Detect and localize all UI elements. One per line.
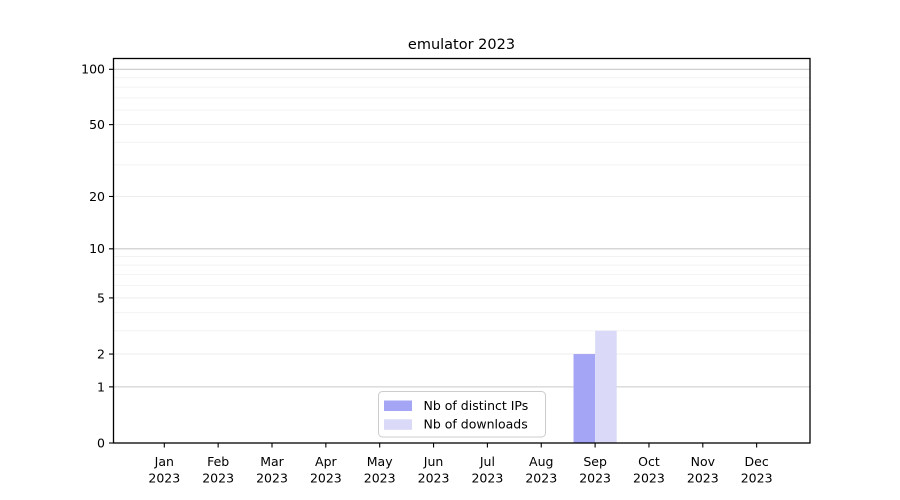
legend-box xyxy=(378,391,546,438)
y-tick-label-100: 100 xyxy=(81,62,105,77)
chart-title: emulator 2023 xyxy=(407,37,516,53)
x-tick-label-year-4: 2023 xyxy=(364,471,396,486)
bar-nb-of-downloads-sep-2023 xyxy=(595,330,617,443)
y-tick-label-10: 10 xyxy=(89,241,105,256)
x-tick-label-month-11: Dec xyxy=(745,454,769,469)
x-tick-label-month-6: Jul xyxy=(479,454,495,469)
bars xyxy=(573,330,617,443)
legend-label-1: Nb of downloads xyxy=(424,417,528,432)
x-tick-label-year-8: 2023 xyxy=(579,471,611,486)
legend-swatch-0 xyxy=(384,400,412,411)
y-tick-label-50: 50 xyxy=(89,117,105,132)
legend: Nb of distinct IPs Nb of downloads xyxy=(378,391,546,438)
y-tick-label-5: 5 xyxy=(97,290,105,305)
x-tick-label-month-0: Jan xyxy=(154,454,174,469)
plot-frame xyxy=(112,57,811,444)
y-tick-label-2: 2 xyxy=(97,346,105,361)
x-tick-label-month-4: May xyxy=(367,454,393,469)
axes: 0 1 2 5 10 20 50 100 Jan 2023 Feb 2023 Mar 2023 Apr 202… xyxy=(81,57,811,486)
x-tick-label-month-9: Oct xyxy=(638,454,660,469)
y-gridlines xyxy=(113,68,810,388)
x-tick-label-month-10: Nov xyxy=(691,454,716,469)
x-tick-label-month-7: Aug xyxy=(529,454,553,469)
legend-swatch-1 xyxy=(384,419,412,430)
x-tick-label-year-0: 2023 xyxy=(148,471,180,486)
y-tick-label-0: 0 xyxy=(97,435,105,450)
legend-label-0: Nb of distinct IPs xyxy=(424,398,529,413)
y-tick-label-20: 20 xyxy=(89,189,105,204)
x-tick-label-month-5: Jun xyxy=(423,454,444,469)
x-tick-label-year-6: 2023 xyxy=(471,471,503,486)
x-tick-label-month-2: Mar xyxy=(260,454,284,469)
x-tick-label-year-7: 2023 xyxy=(525,471,557,486)
x-tick-label-year-9: 2023 xyxy=(633,471,665,486)
x-tick-label-month-8: Sep xyxy=(583,454,607,469)
x-tick-label-year-2: 2023 xyxy=(256,471,288,486)
bar-nb-of-distinct-ips-sep-2023 xyxy=(573,354,596,443)
x-tick-label-year-5: 2023 xyxy=(418,471,450,486)
y-tick-label-1: 1 xyxy=(97,379,105,394)
x-tick-label-year-10: 2023 xyxy=(687,471,719,486)
x-tick-label-month-1: Feb xyxy=(207,454,229,469)
x-tick-label-year-11: 2023 xyxy=(741,471,773,486)
x-tick-label-year-1: 2023 xyxy=(202,471,234,486)
x-tick-label-month-3: Apr xyxy=(315,454,337,469)
x-tick-label-year-3: 2023 xyxy=(310,471,342,486)
